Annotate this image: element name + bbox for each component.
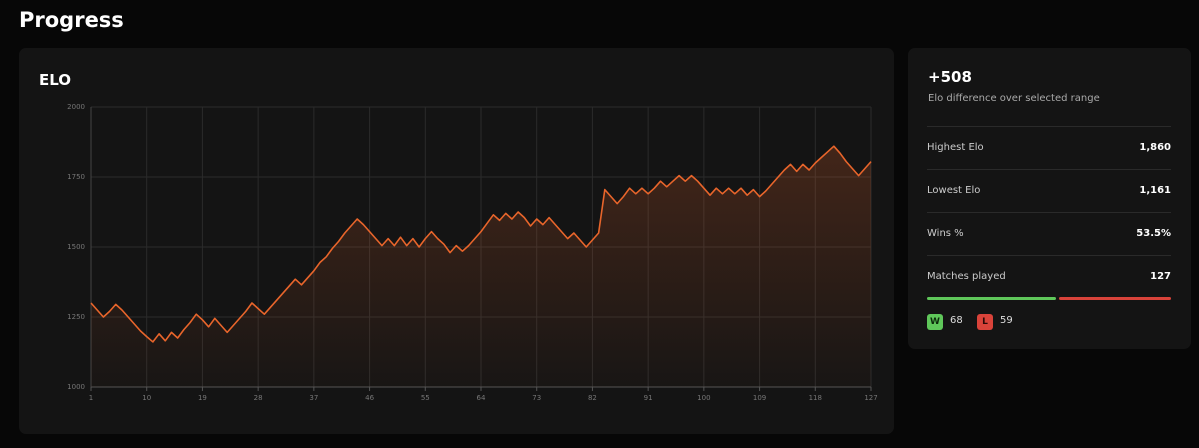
x-tick-label: 19 xyxy=(198,394,207,402)
y-tick-label: 1000 xyxy=(67,383,85,391)
stat-row: Lowest Elo 1,161 xyxy=(927,169,1171,213)
elo-line xyxy=(90,145,872,343)
stat-value: 127 xyxy=(1150,271,1171,282)
chart: ELO 1000 1250 1500 1750 2000 1 10 19 28 37 46 55 64 7… xyxy=(39,71,878,402)
page-title: Progress xyxy=(19,8,124,32)
stat-value: 1,161 xyxy=(1139,185,1171,196)
win-count: 68 xyxy=(950,315,963,326)
stat-row: Highest Elo 1,860 xyxy=(927,126,1171,170)
x-tick-label: 82 xyxy=(588,394,597,402)
y-tick-label: 1250 xyxy=(67,313,85,321)
loss-badge: L xyxy=(977,314,993,330)
stat-value: 53.5% xyxy=(1136,228,1171,239)
x-tick-label: 28 xyxy=(254,394,263,402)
elo-difference-caption: Elo difference over selected range xyxy=(928,93,1100,104)
x-tick-label: 73 xyxy=(532,394,541,402)
stat-row: Matches played 127 xyxy=(927,255,1171,299)
stat-row: Wins % 53.5% xyxy=(927,212,1171,256)
x-tick-label: 127 xyxy=(864,394,877,402)
x-tick-label: 1 xyxy=(89,394,93,402)
stat-label: Highest Elo xyxy=(927,142,984,153)
stat-value: 1,860 xyxy=(1139,142,1171,153)
x-tick-label: 10 xyxy=(142,394,151,402)
x-tick-label: 46 xyxy=(365,394,374,402)
stat-label: Wins % xyxy=(927,228,964,239)
y-tick-label: 1750 xyxy=(67,173,85,181)
line-area xyxy=(91,146,871,387)
chart-panel: ELO 1000 1250 1500 1750 2000 1 10 19 28 37 46 55 64 7… xyxy=(19,48,894,434)
x-tick-label: 55 xyxy=(421,394,430,402)
win-bar xyxy=(927,297,1057,300)
y-tick-label: 2000 xyxy=(67,103,85,111)
x-tick-label: 64 xyxy=(477,394,486,402)
x-tick-label: 118 xyxy=(809,394,822,402)
x-tick-label: 91 xyxy=(644,394,653,402)
win-badge: W xyxy=(927,314,943,330)
loss-bar xyxy=(1059,297,1171,300)
y-tick-label: 1500 xyxy=(67,243,85,251)
chart-title: ELO xyxy=(39,71,71,89)
stats-panel: +508 Elo difference over selected range … xyxy=(908,48,1191,349)
x-tick-label: 109 xyxy=(753,394,766,402)
stat-label: Lowest Elo xyxy=(927,185,981,196)
elo-difference: +508 xyxy=(928,68,972,86)
x-tick-label: 100 xyxy=(697,394,710,402)
loss-count: 59 xyxy=(1000,315,1013,326)
stat-label: Matches played xyxy=(927,271,1006,282)
x-tick-label: 37 xyxy=(309,394,318,402)
